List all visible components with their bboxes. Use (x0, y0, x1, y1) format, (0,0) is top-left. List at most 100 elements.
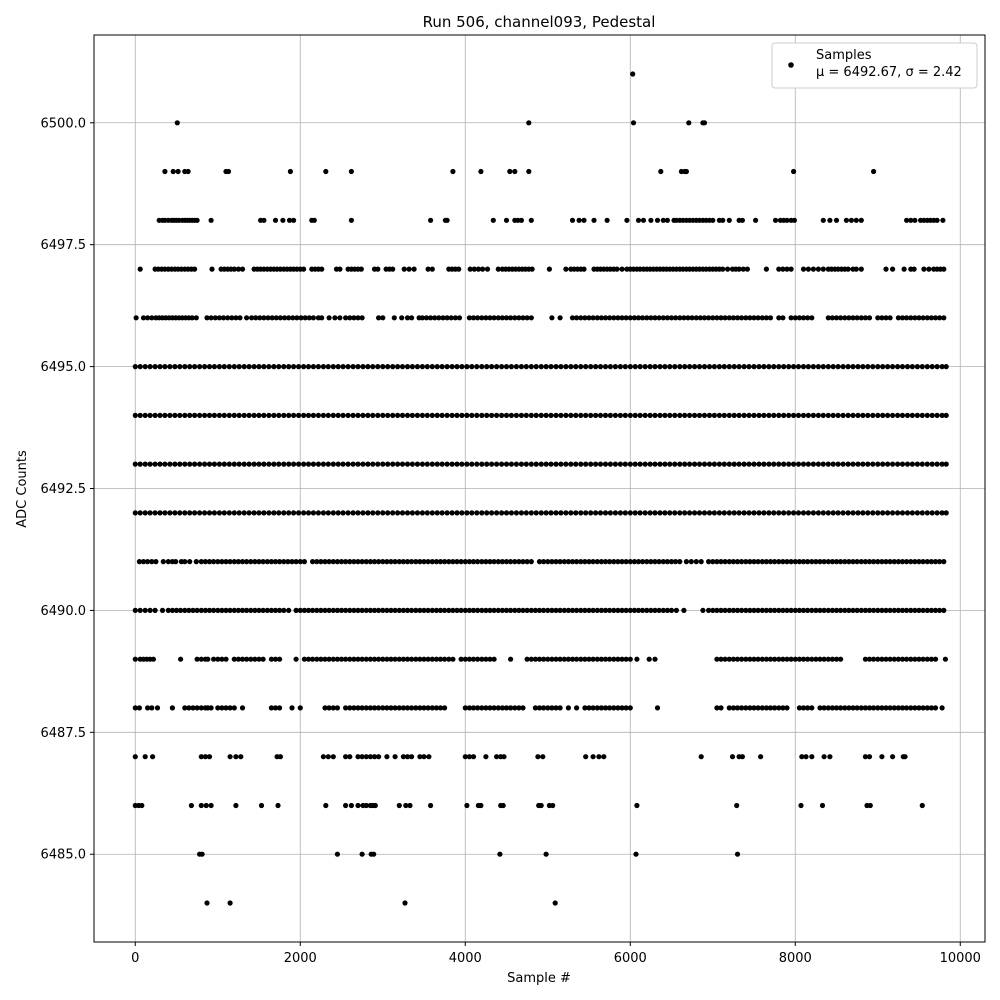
data-point (870, 510, 876, 516)
data-point (895, 607, 902, 614)
data-point (348, 168, 354, 175)
data-point (251, 461, 257, 467)
data-point (208, 315, 214, 321)
data-point (442, 559, 448, 565)
data-point (848, 217, 855, 223)
data-point (365, 461, 371, 467)
data-point (487, 656, 493, 662)
data-point (450, 559, 456, 565)
data-point (943, 461, 949, 467)
data-point (558, 510, 564, 516)
data-point (939, 510, 945, 516)
data-point (536, 656, 543, 662)
data-point (921, 266, 927, 272)
data-point (761, 412, 767, 418)
data-point (685, 315, 691, 321)
data-point (692, 461, 698, 467)
data-point (355, 607, 361, 614)
data-point (137, 364, 143, 370)
data-point (810, 364, 817, 370)
data-point (491, 315, 497, 321)
data-point (301, 364, 307, 370)
data-point (172, 412, 178, 418)
data-point (359, 315, 365, 321)
data-point (574, 607, 580, 614)
data-point (743, 705, 749, 711)
data-point (370, 412, 376, 418)
data-point (310, 315, 316, 321)
data-point (429, 266, 435, 272)
data-point (582, 607, 588, 614)
data-point (648, 607, 654, 614)
data-point (682, 364, 688, 370)
data-point (286, 412, 292, 418)
data-point (226, 412, 232, 418)
data-point (355, 510, 361, 516)
data-point (351, 607, 357, 614)
data-point (147, 510, 153, 516)
data-point (132, 412, 138, 418)
data-point (182, 510, 188, 516)
data-point (899, 315, 906, 321)
data-point (656, 559, 662, 565)
data-point (916, 705, 922, 711)
data-point (211, 461, 217, 467)
data-point (169, 607, 175, 614)
data-point (396, 607, 402, 614)
data-point (880, 510, 886, 516)
data-point (934, 461, 940, 467)
data-point (396, 656, 402, 662)
data-point (914, 364, 921, 370)
data-point (714, 607, 720, 614)
data-point (726, 559, 732, 565)
data-point (668, 315, 675, 321)
data-point (293, 607, 299, 614)
data-point (902, 754, 908, 760)
data-point (494, 364, 500, 370)
legend-series-name: Samples (816, 48, 872, 63)
data-point (820, 364, 826, 370)
data-point (355, 364, 361, 370)
data-point (315, 364, 321, 370)
data-point (345, 412, 351, 418)
data-point (204, 900, 210, 906)
data-point (632, 461, 638, 467)
data-point (296, 364, 302, 370)
data-point (895, 364, 901, 370)
data-point (766, 461, 772, 467)
data-point (520, 315, 526, 321)
data-point (766, 510, 772, 516)
data-point (150, 754, 156, 760)
data-point (597, 364, 604, 370)
data-point (376, 705, 382, 711)
data-point (265, 315, 271, 321)
data-point (706, 315, 712, 321)
data-point (756, 364, 762, 370)
data-point (771, 461, 777, 467)
data-point (885, 461, 891, 467)
data-point (615, 656, 621, 662)
data-point (474, 510, 480, 516)
data-point (668, 559, 675, 565)
data-point (710, 559, 716, 565)
data-point (450, 656, 456, 662)
data-point (419, 510, 425, 516)
data-point (508, 461, 514, 467)
data-point (588, 412, 594, 418)
data-point (186, 705, 192, 711)
data-point (194, 607, 200, 614)
data-point (883, 559, 889, 565)
data-point (404, 754, 411, 760)
data-point (206, 412, 213, 418)
data-point (697, 315, 704, 321)
data-point (272, 559, 279, 565)
data-point (380, 412, 386, 418)
data-point (541, 656, 547, 662)
data-point (478, 802, 484, 809)
data-point (231, 705, 237, 711)
data-point (908, 656, 914, 662)
data-point (833, 559, 840, 565)
data-point (805, 559, 811, 565)
data-point (425, 607, 431, 614)
data-point (792, 656, 798, 662)
